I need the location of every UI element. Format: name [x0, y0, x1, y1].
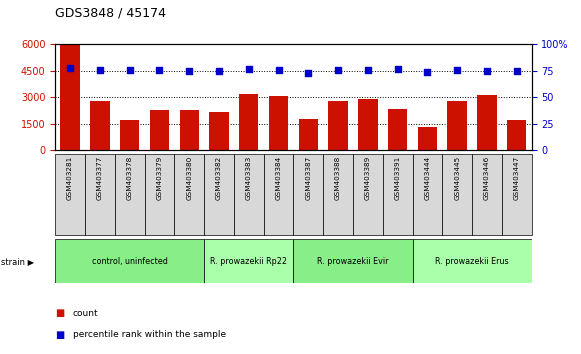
- Bar: [264, 154, 293, 235]
- Bar: [174, 154, 204, 235]
- Point: [393, 66, 402, 72]
- Text: GSM403387: GSM403387: [305, 156, 311, 200]
- Bar: [209, 112, 229, 150]
- Bar: [323, 154, 353, 235]
- Point: [214, 68, 224, 74]
- Point: [453, 67, 462, 73]
- Bar: [204, 239, 293, 283]
- Bar: [234, 154, 264, 235]
- Text: strain ▶: strain ▶: [1, 257, 34, 266]
- Bar: [55, 239, 204, 283]
- Point: [274, 67, 283, 73]
- Point: [155, 67, 164, 73]
- Text: R. prowazekii Rp22: R. prowazekii Rp22: [210, 257, 287, 266]
- Text: GSM403444: GSM403444: [424, 156, 431, 200]
- Bar: [239, 94, 259, 150]
- Point: [185, 68, 194, 74]
- Text: GSM403447: GSM403447: [514, 156, 520, 200]
- Bar: [55, 154, 85, 235]
- Bar: [90, 101, 110, 150]
- Text: ■: ■: [55, 308, 64, 318]
- Text: GDS3848 / 45174: GDS3848 / 45174: [55, 6, 166, 19]
- Point: [66, 65, 75, 70]
- Text: GSM403384: GSM403384: [275, 156, 282, 200]
- Point: [363, 67, 372, 73]
- Text: GSM403446: GSM403446: [484, 156, 490, 200]
- Point: [423, 69, 432, 75]
- Bar: [269, 97, 288, 150]
- Point: [512, 68, 521, 74]
- Point: [125, 67, 134, 73]
- Bar: [413, 154, 442, 235]
- Point: [244, 66, 253, 72]
- Bar: [502, 154, 532, 235]
- Bar: [507, 120, 526, 150]
- Text: GSM403383: GSM403383: [246, 156, 252, 200]
- Bar: [180, 110, 199, 150]
- Text: count: count: [73, 309, 98, 318]
- Text: control, uninfected: control, uninfected: [92, 257, 167, 266]
- Text: GSM403281: GSM403281: [67, 156, 73, 200]
- Text: R. prowazekii Erus: R. prowazekii Erus: [435, 257, 509, 266]
- Text: percentile rank within the sample: percentile rank within the sample: [73, 330, 226, 339]
- Bar: [383, 154, 413, 235]
- Bar: [299, 120, 318, 150]
- Point: [304, 70, 313, 76]
- Bar: [447, 101, 467, 150]
- Text: GSM403380: GSM403380: [186, 156, 192, 200]
- Text: GSM403378: GSM403378: [127, 156, 132, 200]
- Text: GSM403382: GSM403382: [216, 156, 222, 200]
- Bar: [85, 154, 115, 235]
- Text: GSM403377: GSM403377: [97, 156, 103, 200]
- Text: GSM403389: GSM403389: [365, 156, 371, 200]
- Bar: [353, 154, 383, 235]
- Bar: [293, 154, 323, 235]
- Point: [95, 67, 105, 73]
- Bar: [418, 127, 437, 150]
- Bar: [388, 109, 407, 150]
- Bar: [115, 154, 145, 235]
- Bar: [150, 110, 169, 150]
- Text: ■: ■: [55, 330, 64, 339]
- Bar: [204, 154, 234, 235]
- Text: GSM403445: GSM403445: [454, 156, 460, 200]
- Bar: [358, 99, 378, 150]
- Text: GSM403388: GSM403388: [335, 156, 341, 200]
- Bar: [145, 154, 174, 235]
- Text: R. prowazekii Evir: R. prowazekii Evir: [317, 257, 389, 266]
- Bar: [472, 154, 502, 235]
- Bar: [413, 239, 532, 283]
- Bar: [442, 154, 472, 235]
- Bar: [293, 239, 413, 283]
- Text: GSM403391: GSM403391: [394, 156, 401, 200]
- Point: [482, 68, 492, 74]
- Bar: [328, 101, 348, 150]
- Bar: [120, 120, 139, 150]
- Text: GSM403379: GSM403379: [156, 156, 163, 200]
- Point: [333, 67, 343, 73]
- Bar: [477, 95, 497, 150]
- Bar: [60, 44, 80, 150]
